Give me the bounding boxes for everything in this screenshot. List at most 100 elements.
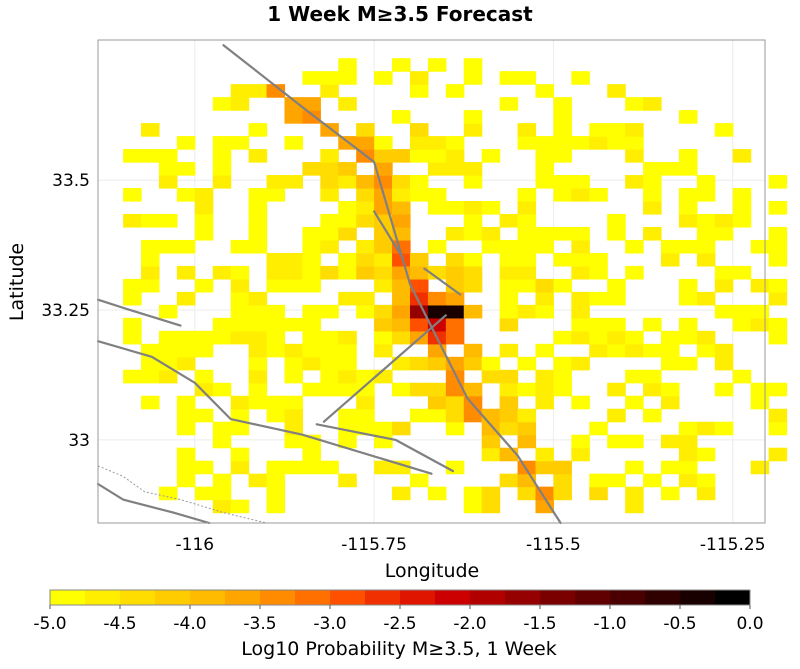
heatmap-cell bbox=[517, 421, 537, 436]
heatmap-cell bbox=[607, 382, 626, 397]
heatmap-cell bbox=[284, 356, 303, 371]
heatmap-cell bbox=[374, 149, 393, 163]
heatmap-cell bbox=[517, 213, 537, 228]
heatmap-cell bbox=[696, 486, 716, 501]
heatmap-cell bbox=[284, 265, 303, 280]
heatmap-cell bbox=[356, 175, 375, 189]
heatmap-cell bbox=[463, 201, 483, 215]
heatmap-cell bbox=[356, 382, 375, 397]
heatmap-cell bbox=[481, 226, 501, 241]
heatmap-cell bbox=[392, 486, 411, 501]
heatmap-cell bbox=[463, 499, 483, 514]
heatmap-cell bbox=[696, 291, 716, 306]
heatmap-cell bbox=[123, 278, 142, 293]
heatmap-cell bbox=[750, 382, 770, 397]
heatmap-cell bbox=[248, 369, 268, 384]
heatmap-cell bbox=[625, 239, 644, 254]
heatmap-cell bbox=[392, 213, 411, 228]
heatmap-cell bbox=[643, 188, 662, 202]
heatmap-cell bbox=[463, 382, 483, 397]
heatmap-cell bbox=[248, 356, 268, 371]
y-tick-label: 33.25 bbox=[41, 301, 90, 321]
heatmap-cell bbox=[338, 369, 357, 384]
heatmap-cell bbox=[553, 330, 572, 345]
heatmap-cell bbox=[517, 486, 537, 501]
heatmap-cell bbox=[643, 175, 662, 189]
chart-title: 1 Week M≥3.5 Forecast bbox=[267, 2, 533, 26]
heatmap-cell bbox=[481, 486, 501, 501]
heatmap-cell bbox=[517, 356, 537, 371]
heatmap-cell bbox=[625, 499, 644, 514]
heatmap-cell bbox=[158, 175, 178, 189]
colorbar-label: Log10 Probability M≥3.5, 1 Week bbox=[241, 638, 556, 660]
heatmap-cell bbox=[732, 369, 752, 384]
heatmap-cell bbox=[248, 226, 268, 241]
heatmap-cell bbox=[625, 265, 644, 280]
heatmap-cell bbox=[499, 239, 519, 254]
heatmap-cell bbox=[589, 123, 608, 137]
heatmap-cell bbox=[338, 58, 357, 72]
heatmap-cell bbox=[750, 395, 770, 410]
heatmap-cell bbox=[661, 434, 680, 449]
heatmap-cell bbox=[714, 213, 734, 228]
heatmap-cell bbox=[266, 265, 286, 280]
heatmap-cell bbox=[266, 278, 286, 293]
heatmap-cell bbox=[678, 188, 698, 202]
heatmap-cell bbox=[661, 162, 680, 176]
heatmap-cell bbox=[571, 395, 590, 410]
heatmap-cell bbox=[123, 188, 142, 202]
fault-line bbox=[423, 267, 462, 296]
heatmap-cell bbox=[320, 188, 339, 202]
heatmap-cell bbox=[643, 382, 662, 397]
heatmap-cell bbox=[553, 473, 572, 488]
heatmap-cell bbox=[356, 369, 375, 384]
heatmap-cell bbox=[678, 434, 698, 449]
heatmap-cell bbox=[499, 304, 519, 319]
heatmap-cell bbox=[463, 265, 483, 280]
x-tick-label: -115.75 bbox=[341, 535, 407, 555]
heatmap-cell bbox=[284, 252, 303, 267]
colorbar-segment bbox=[470, 590, 506, 605]
heatmap-cell bbox=[230, 395, 250, 410]
heatmap-cell bbox=[320, 213, 339, 228]
heatmap-cell bbox=[696, 473, 716, 488]
heatmap-cell bbox=[661, 239, 680, 254]
colorbar-tick-label: -5.0 bbox=[33, 614, 66, 634]
heatmap-cell bbox=[589, 317, 608, 332]
heatmap-cell bbox=[212, 486, 232, 501]
heatmap-cell bbox=[266, 252, 286, 267]
heatmap-cell bbox=[589, 252, 608, 267]
heatmap-cell bbox=[427, 395, 447, 410]
heatmap-cell bbox=[445, 265, 465, 280]
heatmap-cell bbox=[123, 213, 142, 228]
heatmap-cell bbox=[714, 421, 734, 436]
heatmap-cell bbox=[714, 265, 734, 280]
heatmap-cell bbox=[320, 304, 339, 319]
colorbar-segment bbox=[330, 590, 366, 605]
heatmap-cell bbox=[732, 201, 752, 215]
heatmap-cell bbox=[499, 473, 519, 488]
heatmap-cell bbox=[266, 486, 286, 501]
heatmap-cell bbox=[445, 408, 465, 423]
heatmap-cell bbox=[481, 369, 501, 384]
heatmap-cell bbox=[678, 421, 698, 436]
heatmap-cell bbox=[535, 175, 555, 189]
heatmap-cell bbox=[607, 473, 626, 488]
heatmap-cell bbox=[320, 460, 339, 475]
heatmap-cell bbox=[768, 317, 788, 332]
heatmap-cell bbox=[320, 369, 339, 384]
heatmap-cell bbox=[356, 304, 375, 319]
heatmap-cell bbox=[481, 434, 501, 449]
colorbar-tick-label: -3.5 bbox=[243, 614, 276, 634]
heatmap-cell bbox=[302, 97, 321, 111]
heatmap-cell bbox=[266, 343, 286, 358]
heatmap-cell bbox=[338, 252, 357, 267]
heatmap-cell bbox=[517, 201, 537, 215]
heatmap-cell bbox=[212, 499, 232, 514]
heatmap-cell bbox=[607, 434, 626, 449]
heatmap-cell bbox=[643, 226, 662, 241]
colorbar-tick-labels: -5.0 -4.5 -4.0 -3.5 -3.0 -2.5 -2.0 -1.5 -1.0 -0.5… bbox=[33, 605, 764, 634]
heatmap-cell bbox=[589, 330, 608, 345]
heatmap-cell bbox=[571, 71, 590, 85]
heatmap-cell bbox=[320, 71, 339, 85]
